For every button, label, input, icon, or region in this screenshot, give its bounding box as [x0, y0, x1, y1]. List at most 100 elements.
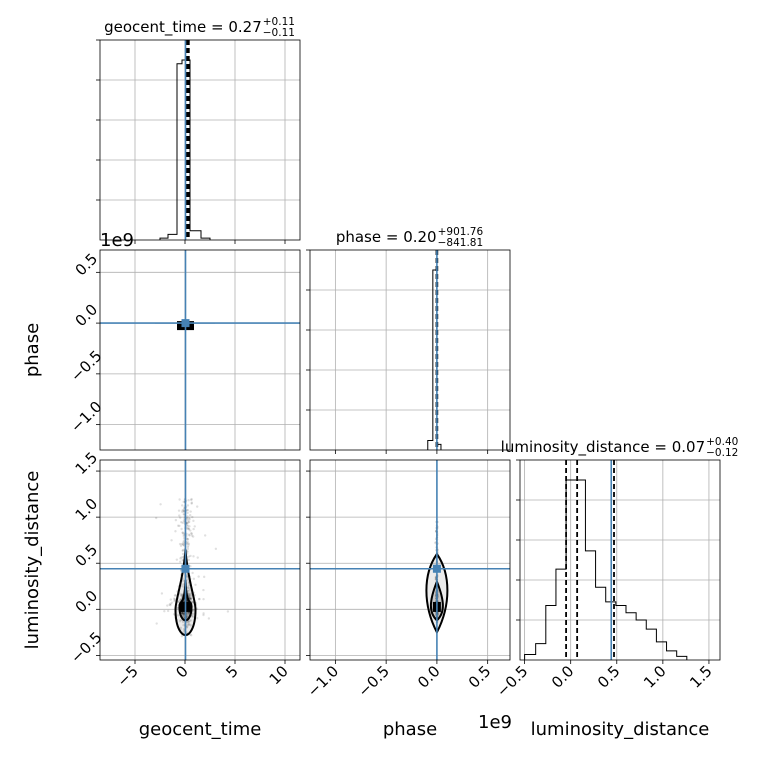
title-main: phase = 0.20 [336, 228, 437, 246]
truth-marker [432, 564, 441, 573]
sample-point [186, 511, 189, 515]
sample-point [186, 519, 190, 522]
sample-point [195, 617, 199, 620]
sample-point [187, 611, 190, 615]
panel-background [520, 460, 720, 660]
sample-point [187, 544, 190, 547]
histogram-luminosity_distance [524, 479, 688, 660]
sample-point [178, 599, 182, 602]
x-tick-label: −5 [113, 662, 141, 690]
sample-point [181, 549, 184, 552]
sample-point [179, 594, 183, 597]
sample-point [192, 519, 195, 523]
x-tick-label: 1.0 [640, 662, 670, 692]
x-axis-label-luminosity_distance: luminosity_distance [531, 719, 710, 740]
sample-point [191, 535, 195, 538]
sample-point [190, 532, 193, 535]
sample-point [190, 531, 193, 535]
sample-point [203, 534, 207, 537]
sample-point [186, 545, 190, 549]
sample-point [188, 534, 191, 537]
x-axis-label-geocent_time: geocent_time [139, 719, 262, 740]
sample-point [187, 620, 190, 623]
sample-point [191, 571, 194, 575]
sample-point [182, 500, 185, 504]
title-phase: phase = 0.20 +901.76−841.81 [336, 226, 484, 249]
y-tick-label: 1.0 [72, 495, 102, 525]
sample-point [179, 560, 182, 563]
sample-point [179, 544, 183, 547]
sample-point [182, 623, 185, 627]
sample-point [173, 594, 177, 597]
sample-point [192, 577, 196, 581]
sample-point [181, 579, 185, 582]
sample-point [189, 592, 192, 595]
sample-point [174, 518, 178, 522]
sample-point [187, 590, 190, 593]
x-tick-label: 0.5 [594, 662, 624, 692]
sample-point [168, 603, 171, 606]
sample-point [180, 592, 184, 596]
title-upper-error: +0.11 [263, 16, 295, 28]
sample-point [160, 592, 164, 595]
x-tick-label: 5 [222, 662, 241, 681]
sample-point [192, 555, 195, 558]
sample-point [187, 521, 190, 524]
sample-point [181, 543, 185, 547]
sample-point [186, 523, 189, 527]
sample-point [181, 509, 185, 512]
sample-point [189, 565, 192, 568]
sample-point [188, 597, 192, 600]
sample-point [182, 509, 186, 512]
panel-background [100, 460, 300, 660]
sample-point [193, 525, 196, 528]
sample-point [187, 558, 190, 562]
histogram-geocent_time [159, 59, 211, 240]
sample-point [187, 542, 191, 546]
sample-point [187, 499, 190, 502]
sample-point [179, 557, 182, 560]
sample-point [182, 510, 186, 513]
sample-point [202, 597, 205, 601]
y-axis-label-luminosity_distance: luminosity_distance [22, 471, 43, 650]
y-axis-label-phase: phase [22, 323, 43, 377]
sample-point [180, 611, 184, 615]
sample-point [434, 541, 437, 545]
x-offset-label-phase: 1e9 [478, 712, 512, 733]
title-lower-error: −0.11 [263, 27, 295, 39]
sample-point [189, 624, 193, 627]
sample-point [190, 497, 193, 501]
panel-frame [99, 39, 301, 241]
sample-point [179, 618, 182, 622]
scatter-panel-geocent_time-vs-phase [99, 249, 301, 451]
sample-point [181, 531, 184, 534]
sample-point [177, 509, 181, 512]
sample-point [188, 596, 191, 599]
panel-frame [309, 249, 511, 451]
sample-point [180, 542, 184, 546]
sample-point [186, 578, 189, 581]
sample-point [186, 524, 189, 528]
sample-point [181, 510, 184, 513]
sample-point [214, 547, 218, 551]
sample-point [180, 527, 183, 531]
sample-point [187, 555, 190, 558]
sample-point [181, 558, 184, 562]
sample-point [154, 516, 158, 520]
sample-point [186, 504, 190, 507]
sample-point [180, 504, 184, 507]
sample-point [182, 613, 185, 616]
sample-point [186, 526, 190, 530]
sample-point [159, 503, 162, 506]
sample-point [190, 615, 194, 618]
truth-marker [181, 319, 190, 328]
sample-point [186, 625, 189, 628]
sample-point [202, 588, 205, 592]
sample-point [189, 597, 193, 600]
x-tick-label: 0.0 [414, 662, 444, 692]
histogram-phase [427, 269, 442, 450]
y-tick-label: 0.5 [72, 541, 102, 571]
sample-point [182, 519, 186, 522]
sample-point [163, 609, 166, 613]
